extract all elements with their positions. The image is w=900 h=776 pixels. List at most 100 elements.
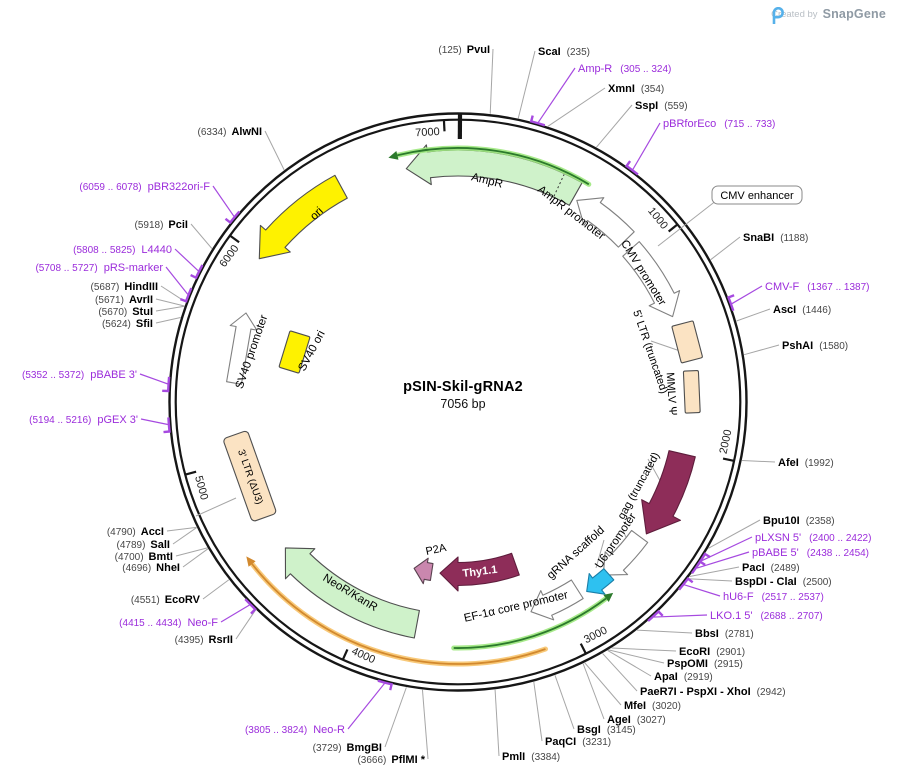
enzyme-label-asci[interactable]: AscI (1446) — [773, 304, 831, 316]
scale-tick — [341, 648, 349, 660]
primer-label-pgex-3-[interactable]: (5194 .. 5216) pGEX 3' — [29, 414, 138, 426]
feature-gag-truncated[interactable] — [641, 450, 696, 535]
primer-marker-l4440 — [190, 264, 204, 280]
enzyme-label-pspomi[interactable]: PspOMI (2915) — [667, 658, 743, 670]
enzyme-label-ecorv[interactable]: (4551) EcoRV — [131, 594, 201, 606]
feature-mmlv-box[interactable] — [682, 370, 701, 414]
enzyme-label-bspdi-clai[interactable]: BspDI - ClaI (2500) — [735, 576, 832, 588]
enzyme-callout-line — [384, 687, 407, 748]
enzyme-callout-line — [689, 566, 740, 577]
enzyme-label-bmti[interactable]: (4700) BmtI — [115, 551, 173, 563]
enzyme-callout-line — [708, 519, 761, 549]
primer-label-amp-r[interactable]: Amp-R (305 .. 324) — [578, 63, 671, 75]
feature-label-ltr5-label[interactable]: 5' LTR (truncated) — [630, 309, 670, 396]
primer-label-pbrforeco[interactable]: pBRforEco (715 .. 733) — [663, 118, 775, 130]
enzyme-label-bpu10i[interactable]: Bpu10I (2358) — [763, 515, 835, 527]
enzyme-callout-line — [742, 459, 776, 463]
enzyme-label-xmni[interactable]: XmnI (354) — [608, 83, 664, 95]
feature-neor-kanr[interactable] — [284, 547, 420, 639]
feature-glow-ampr-core — [397, 147, 590, 186]
enzyme-callout-line — [175, 547, 208, 557]
enzyme-label-pflmi-[interactable]: (3666) PflMI * — [357, 754, 425, 766]
feature-sv40-promoter[interactable] — [226, 312, 258, 385]
scale-tick-label: 7000 — [415, 126, 440, 139]
feature-thy1-1[interactable] — [439, 552, 520, 592]
enzyme-label-sfii[interactable]: (5624) SfiI — [102, 318, 153, 330]
enzyme-label-ecori[interactable]: EcoRI (2901) — [679, 646, 745, 658]
enzyme-label-sali[interactable]: (4789) SalI — [117, 539, 170, 551]
primer-label-pbr322ori-f[interactable]: (6059 .. 6078) pBR322ori-F — [79, 181, 210, 193]
feature-ampr-promoter[interactable] — [576, 197, 635, 248]
enzyme-callout-line — [743, 344, 780, 356]
enzyme-label-bbsi[interactable]: BbsI (2781) — [695, 628, 754, 640]
primer-label-lko-1-5-[interactable]: LKO.1 5' (2688 .. 2707) — [710, 610, 823, 622]
enzyme-label-nhei[interactable]: (4696) NheI — [122, 562, 180, 574]
enzyme-label-pvui[interactable]: (125) PvuI — [438, 44, 490, 56]
primer-label-plxsn-5-[interactable]: pLXSN 5' (2400 .. 2422) — [755, 532, 871, 544]
enzyme-label-agei[interactable]: AgeI (3027) — [607, 714, 666, 726]
primer-label-pbabe-5-[interactable]: pBABE 5' (2438 .. 2454) — [752, 547, 869, 559]
plasmid-ring-inner — [174, 118, 742, 686]
enzyme-label-apai[interactable]: ApaI (2919) — [654, 671, 713, 683]
primer-label-prs-marker[interactable]: (5708 .. 5727) pRS-marker — [35, 262, 163, 274]
feature-ltr3-box[interactable] — [223, 430, 277, 522]
feature-ltr5-box[interactable] — [671, 320, 703, 364]
primer-label-hu6-f[interactable]: hU6-F (2517 .. 2537) — [723, 591, 824, 603]
enzyme-label-paqci[interactable]: PaqCI (3231) — [545, 736, 611, 748]
enzyme-label-sspi[interactable]: SspI (559) — [635, 100, 688, 112]
primer-marker-cmv-f — [726, 294, 735, 312]
enzyme-callout-line — [182, 548, 209, 568]
primer-label-cmv-f[interactable]: CMV-F (1367 .. 1387) — [765, 281, 870, 293]
enzyme-label-mfei[interactable]: MfeI (3020) — [624, 700, 681, 712]
feature-p2a[interactable] — [413, 557, 434, 585]
feature-sv40-ori-box[interactable] — [278, 330, 311, 374]
primer-label-pbabe-3-[interactable]: (5352 .. 5372) pBABE 3' — [22, 369, 137, 381]
enzyme-label-pcii[interactable]: (5918) PciI — [135, 219, 188, 231]
feature-ef1a-core-promoter[interactable] — [530, 579, 584, 621]
enzyme-label-bsgi[interactable]: BsgI (3145) — [577, 724, 636, 736]
feature-cmv-promoter[interactable] — [622, 241, 681, 318]
feature-u6-promoter[interactable] — [602, 529, 649, 576]
enzyme-callout-line — [202, 579, 230, 600]
enzyme-callout-line — [166, 526, 197, 532]
enzyme-label-paci[interactable]: PacI (2489) — [742, 562, 800, 574]
snapgene-watermark: Created by SnapGene — [771, 7, 886, 24]
enzyme-label-snabi[interactable]: SnaBI (1188) — [743, 232, 808, 244]
primer-marker-pbr322ori-f — [224, 210, 241, 225]
enzyme-callout-line — [582, 663, 605, 720]
cmv-enhancer-box[interactable] — [711, 185, 803, 205]
enzyme-callout-line — [155, 298, 185, 307]
enzyme-label-avrii[interactable]: (5671) AvrII — [95, 294, 153, 306]
primer-marker-pgex-3- — [163, 417, 171, 434]
primer-label-neo-f[interactable]: (4415 .. 4434) Neo-F — [119, 617, 218, 629]
enzyme-callout-line — [687, 578, 733, 582]
feature-glow-grna-core — [453, 597, 607, 649]
plasmid-ring-outer — [168, 112, 748, 692]
enzyme-label-pmli[interactable]: PmlI (3384) — [502, 751, 560, 763]
primer-label-l4440[interactable]: (5808 .. 5825) L4440 — [73, 244, 172, 256]
feature-label-p2a-label[interactable]: P2A — [425, 542, 448, 558]
enzyme-label-paer7i-pspxi-xhoi[interactable]: PaeR7I - PspXI - XhoI (2942) — [640, 686, 786, 698]
feature-glow-ampr-arrowhead — [388, 150, 399, 160]
enzyme-label-afei[interactable]: AfeI (1992) — [778, 457, 834, 469]
enzyme-callout-line — [264, 130, 285, 171]
feature-label-mmlv-label[interactable]: MMLV Ψ — [664, 372, 679, 416]
primer-label-neo-r[interactable]: (3805 .. 3824) Neo-R — [245, 724, 345, 736]
enzyme-label-alwni[interactable]: (6334) AlwNI — [198, 126, 262, 138]
feature-connector-line — [195, 497, 237, 517]
enzyme-callout-line — [172, 527, 197, 545]
enzyme-label-stui[interactable]: (5670) StuI — [98, 306, 153, 318]
feature-label-grna-label[interactable]: gRNA scaffold — [545, 524, 607, 582]
enzyme-label-hindiii[interactable]: (5687) HindIII — [90, 281, 158, 293]
feature-ori[interactable] — [258, 174, 348, 260]
enzyme-label-bmgbi[interactable]: (3729) BmgBI — [313, 742, 382, 754]
enzyme-label-rsrii[interactable]: (4395) RsrII — [175, 634, 233, 646]
enzyme-label-acci[interactable]: (4790) AccI — [107, 526, 164, 538]
cmv-enhancer-label[interactable]: CMV enhancer — [720, 190, 794, 202]
feature-grna-scaffold[interactable] — [586, 568, 615, 595]
enzyme-label-pshai[interactable]: PshAI (1580) — [782, 340, 848, 352]
primer-callout-line — [165, 266, 189, 295]
feature-label-thy-label[interactable]: Thy1.1 — [462, 564, 498, 580]
enzyme-label-scai[interactable]: ScaI (235) — [538, 46, 590, 58]
